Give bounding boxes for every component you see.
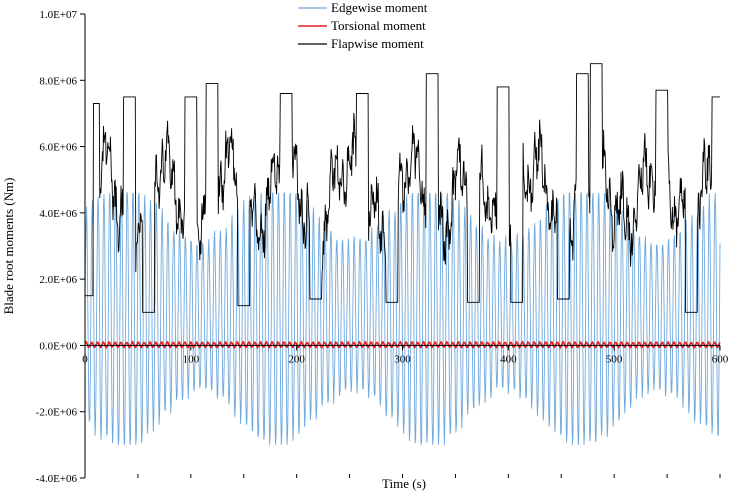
y-tick-label: 2.0E+06 [39,274,77,286]
y-tick-label: 8.0E+06 [39,75,77,87]
legend-label-torsional: Torsional moment [331,18,426,33]
legend-label-edgewise: Edgewise moment [331,0,428,15]
x-tick-label: 600 [712,353,729,365]
y-tick-label: 0.0E+00 [39,340,77,352]
x-tick-label: 0 [82,353,88,365]
x-tick-label: 100 [183,353,200,365]
y-tick-label: 4.0E+06 [39,208,77,220]
legend: Edgewise moment Torsional moment Flapwis… [298,0,428,51]
y-tick-label: -4.0E+06 [36,473,78,485]
y-axis-title: Blade root moments (Nm) [1,178,16,315]
x-tick-label: 500 [606,353,623,365]
y-tick-label: -2.0E+06 [36,407,78,419]
x-tick-label: 300 [394,353,411,365]
legend-label-flapwise: Flapwise moment [331,36,424,51]
ticks-layer: -4.0E+06 -2.0E+06 0.0E+00 2.0E+06 4.0E+06 6.0… [36,9,729,485]
series-line-flapwise [85,63,720,313]
y-tick-label: 6.0E+06 [39,142,77,154]
x-axis-title: Time (s) [382,476,426,491]
y-tick-label: 1.0E+07 [39,9,77,21]
x-tick-label: 200 [288,353,305,365]
x-tick-label: 400 [500,353,517,365]
series-layer [84,63,721,445]
